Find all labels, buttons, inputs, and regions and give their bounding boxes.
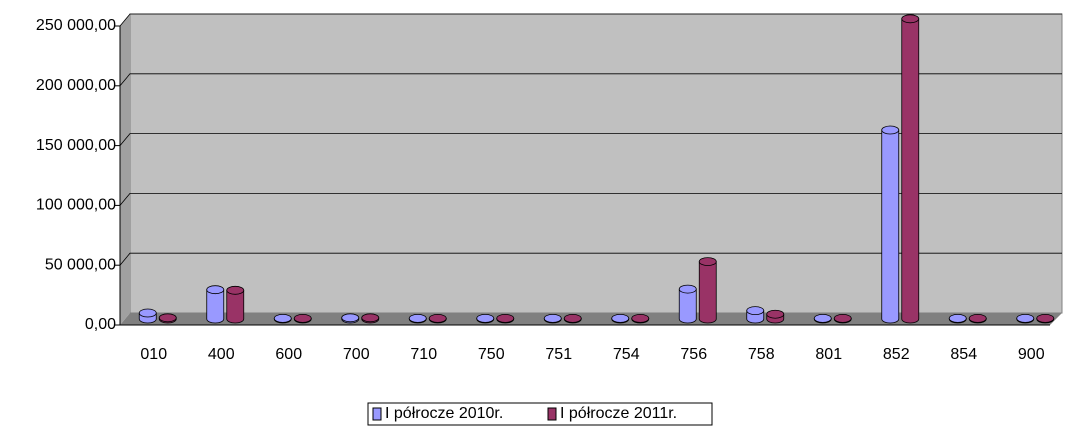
bar [138,308,157,324]
grid-line [119,13,1062,27]
bar-part [901,18,920,324]
bar-part [813,314,832,323]
bar [1016,314,1035,324]
x-tick-label: 400 [208,346,235,363]
legend-label: I półrocze 2010r. [385,405,503,422]
back-wall [129,13,1063,314]
bar-part [543,314,562,323]
bar [881,125,900,324]
grid-line [119,73,1062,87]
bar [428,314,447,324]
bar-part [678,288,697,324]
bar-part [881,125,900,135]
bar [563,314,582,324]
bar [698,257,717,324]
y-tick-label: 250 000,00 [36,17,116,34]
bar-part [611,314,630,323]
bar-part [361,313,380,323]
bar-part [901,14,920,24]
bar [678,284,697,324]
bar [543,314,562,324]
bar-part [273,314,292,323]
x-tick-label: 010 [140,346,167,363]
bar [813,314,832,324]
x-tick-label: 751 [545,346,572,363]
bar [361,313,380,324]
bar-part [496,314,515,323]
y-tick-label: 100 000,00 [36,197,116,214]
bar [408,314,427,324]
bar [158,313,177,324]
bar [226,285,245,324]
bar-part [138,308,157,318]
bar-part [948,314,967,323]
bar-part [158,313,177,323]
bar-part [293,314,312,323]
bar-part [226,289,245,324]
bar-part [698,257,717,266]
bar [476,314,495,324]
floor [120,313,1062,325]
bar [968,314,987,324]
legend-swatch [372,407,382,421]
y-tick-label: 50 000,00 [45,256,116,273]
side-wall [120,14,130,325]
bar [948,314,967,324]
bar [496,314,515,324]
bar [631,314,650,324]
x-tick-label: 852 [883,346,910,363]
legend-swatch [547,407,557,421]
bar-part [206,289,225,324]
bar-part [766,309,785,319]
bar [293,314,312,324]
y-tick-label: 150 000,00 [36,137,116,154]
bar-part [746,306,765,316]
bar-part [1016,314,1035,323]
x-tick-label: 700 [343,346,370,363]
bar-part [631,314,650,323]
bar [833,314,852,324]
x-tick-label: 758 [748,346,775,363]
x-tick-label: 710 [410,346,437,363]
bar-part [1036,314,1055,323]
x-tick-label: 756 [680,346,707,363]
x-tick-label: 600 [275,346,302,363]
x-tick-label: 854 [950,346,977,363]
x-tick-label: 801 [815,346,842,363]
bar-part [341,313,360,323]
y-tick-label: 200 000,00 [36,77,116,94]
bar-part [833,314,852,323]
bar [273,314,292,324]
bar-part [428,314,447,323]
grid-line [119,133,1062,146]
grid-line [119,192,1062,206]
bar [766,309,785,324]
bar [901,14,920,324]
bar-part [563,314,582,323]
bar-part [968,314,987,323]
bar-part [881,129,900,324]
bar-part [408,314,427,323]
x-tick-label: 754 [613,346,640,363]
bar-part [678,284,697,294]
bar [206,285,225,324]
bar [746,306,765,324]
bar [341,313,360,324]
grid-line [119,252,1062,266]
legend [367,402,713,426]
legend-label: I półrocze 2011r. [560,405,677,422]
bar [1036,314,1055,324]
bar-part [698,261,717,324]
x-tick-label: 750 [478,346,505,363]
x-tick-label: 900 [1018,346,1045,363]
y-tick-label: 0,00 [85,316,116,333]
bar-part [206,285,225,295]
bar [611,314,630,324]
bar-part [476,314,495,323]
bar-part [226,285,245,295]
